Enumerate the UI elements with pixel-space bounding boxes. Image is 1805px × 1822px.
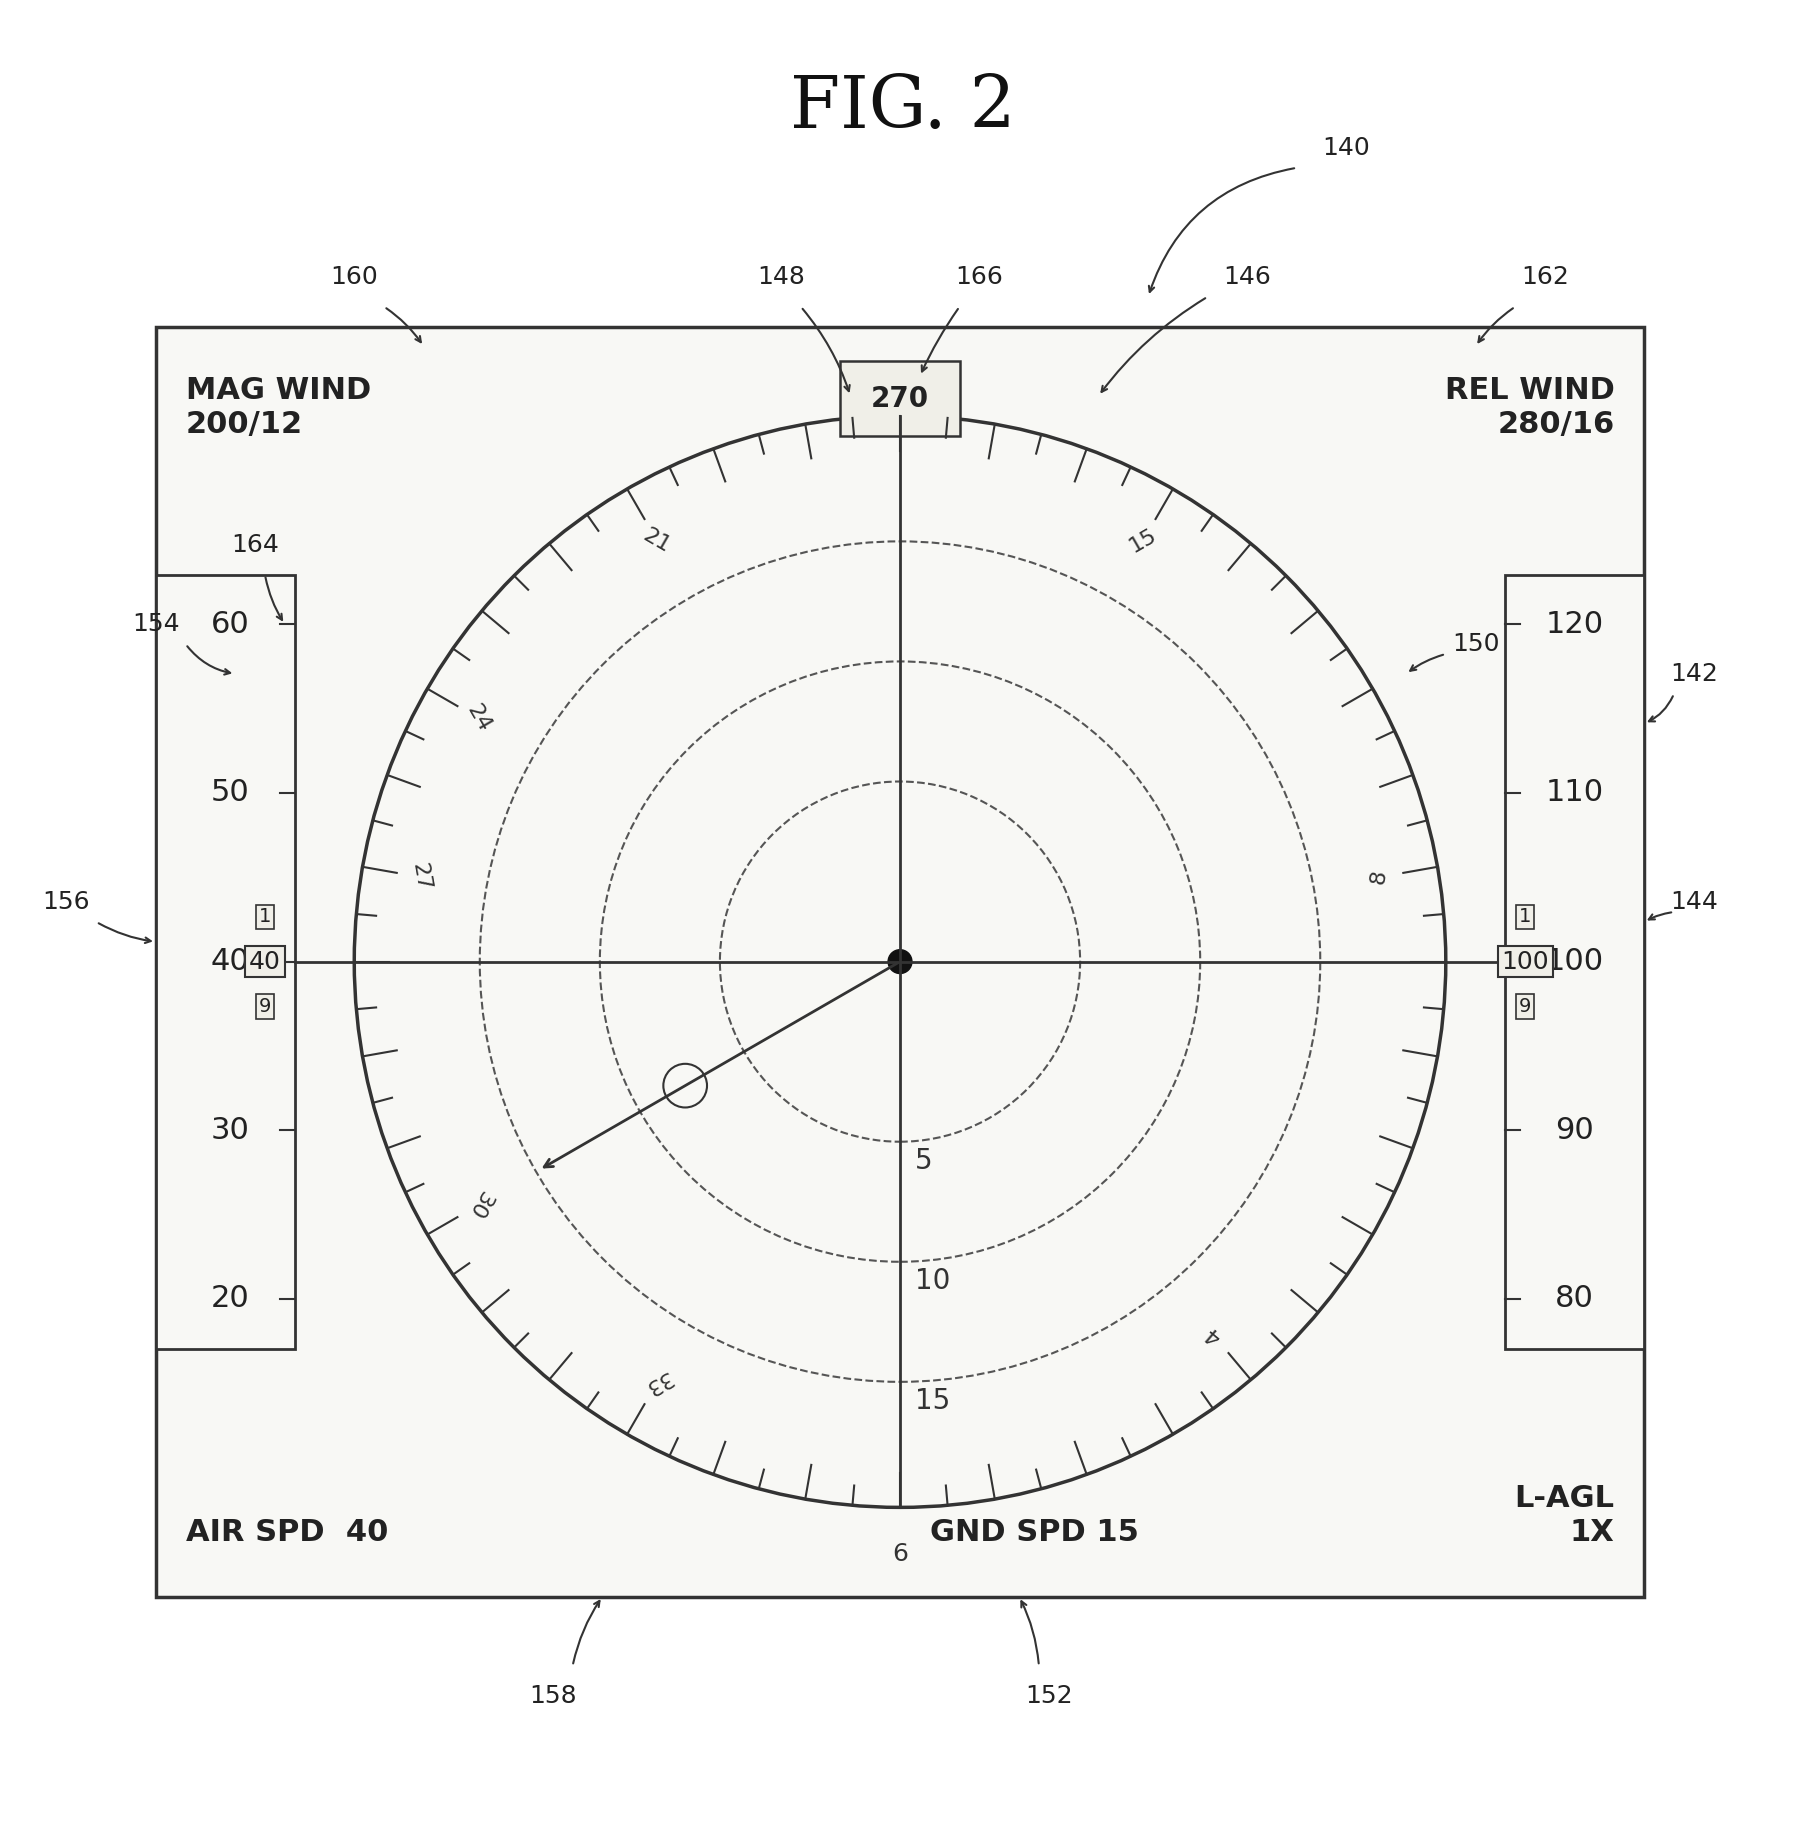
- Text: 164: 164: [231, 532, 278, 558]
- Text: MAG WIND
200/12: MAG WIND 200/12: [186, 375, 370, 439]
- FancyBboxPatch shape: [839, 361, 958, 435]
- Text: 21: 21: [639, 525, 673, 556]
- Text: 160: 160: [330, 264, 377, 290]
- Text: 100: 100: [1545, 947, 1603, 977]
- Text: 142: 142: [1670, 661, 1717, 685]
- Text: 33: 33: [639, 1366, 673, 1399]
- Text: FIG. 2: FIG. 2: [791, 73, 1014, 144]
- Text: 15: 15: [915, 1387, 949, 1416]
- Text: 1: 1: [258, 907, 271, 926]
- Text: 148: 148: [756, 264, 805, 290]
- Text: L-AGL
1X: L-AGL 1X: [1514, 1485, 1614, 1547]
- FancyBboxPatch shape: [155, 326, 1643, 1596]
- Text: 9: 9: [1518, 997, 1531, 1015]
- Text: 120: 120: [1545, 610, 1603, 640]
- Text: 24: 24: [462, 701, 495, 736]
- Text: 110: 110: [1545, 778, 1603, 807]
- Text: 4: 4: [1200, 1323, 1224, 1346]
- Text: REL WIND
280/16: REL WIND 280/16: [1444, 375, 1614, 439]
- Text: 162: 162: [1520, 264, 1569, 290]
- FancyBboxPatch shape: [155, 574, 294, 1348]
- Text: 80: 80: [1554, 1285, 1594, 1314]
- Text: 140: 140: [1321, 137, 1370, 160]
- Text: 15: 15: [1125, 525, 1161, 556]
- Circle shape: [888, 949, 912, 973]
- FancyBboxPatch shape: [1505, 574, 1643, 1348]
- Text: 144: 144: [1670, 891, 1717, 915]
- Text: 8: 8: [1366, 869, 1390, 885]
- Text: 50: 50: [211, 778, 249, 807]
- Text: 10: 10: [915, 1266, 949, 1295]
- Text: 90: 90: [1554, 1115, 1594, 1144]
- Text: 146: 146: [1222, 264, 1271, 290]
- Text: 60: 60: [211, 610, 249, 640]
- Text: GND SPD 15: GND SPD 15: [930, 1518, 1137, 1547]
- Text: 40: 40: [211, 947, 249, 977]
- Text: 158: 158: [529, 1684, 576, 1707]
- Text: 270: 270: [870, 384, 928, 414]
- Text: 156: 156: [43, 891, 90, 915]
- Text: 30: 30: [211, 1115, 249, 1144]
- Text: 150: 150: [1451, 632, 1498, 656]
- Text: AIR SPD  40: AIR SPD 40: [186, 1518, 388, 1547]
- Text: 5: 5: [915, 1146, 931, 1175]
- Text: 27: 27: [408, 862, 433, 893]
- Text: 166: 166: [955, 264, 1004, 290]
- Text: 154: 154: [132, 612, 179, 636]
- Text: 40: 40: [249, 949, 282, 973]
- Text: 1: 1: [1518, 907, 1531, 926]
- Text: 152: 152: [1025, 1684, 1072, 1707]
- Text: 6: 6: [892, 1541, 908, 1567]
- Text: 100: 100: [1500, 949, 1549, 973]
- Text: 9: 9: [258, 997, 271, 1015]
- Text: 20: 20: [211, 1285, 249, 1314]
- Text: 30: 30: [462, 1188, 495, 1223]
